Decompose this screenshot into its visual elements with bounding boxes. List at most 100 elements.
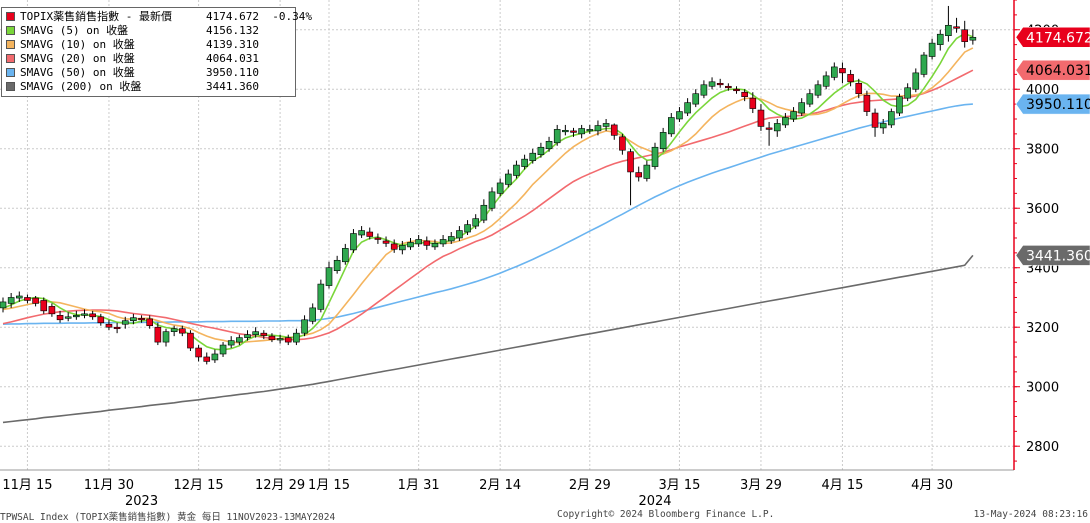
candle [627, 148, 634, 206]
candle-body [684, 102, 691, 114]
candle [928, 38, 936, 60]
candle-body [863, 94, 871, 112]
candle-body [227, 340, 235, 346]
candle-body [692, 93, 700, 105]
candle [961, 20, 969, 48]
candle [594, 120, 602, 136]
candle [806, 89, 814, 108]
candle [904, 83, 911, 102]
x-tick-label: 4月 15 [821, 478, 863, 493]
candle [496, 178, 504, 197]
candle-body [773, 123, 781, 132]
candle-body [619, 136, 626, 151]
legend-series-value: 4139.310 [206, 38, 259, 51]
candle-body [333, 259, 341, 271]
candle [798, 98, 806, 117]
x-tick-label: 11月 15 [2, 478, 52, 493]
candle [56, 310, 64, 323]
candle [138, 315, 145, 323]
candle [121, 316, 129, 329]
candle [716, 78, 724, 88]
candle [260, 330, 268, 340]
candle-body [847, 74, 854, 83]
candle-body [284, 337, 292, 343]
candle [284, 334, 292, 346]
candle [879, 118, 887, 134]
candle [227, 336, 235, 349]
legend-title: TOPIX薬售銷售指數 - 最新價 [20, 10, 172, 23]
candle [839, 62, 846, 84]
candle-body [350, 233, 357, 251]
candle [113, 322, 121, 334]
legend-series-value: 3950.110 [206, 66, 259, 79]
candle-body [48, 306, 56, 315]
candle [692, 89, 700, 108]
candle-body [0, 301, 7, 309]
x-tick-label: 2月 29 [569, 478, 611, 493]
candle [333, 255, 341, 274]
legend-row-sma50: SMAVG (50) on 收盤 3950.110 [6, 66, 294, 80]
candle [366, 227, 374, 240]
candle [896, 93, 903, 117]
candle [912, 68, 920, 93]
candle [390, 239, 398, 253]
candle [659, 127, 667, 152]
candle-body [203, 356, 211, 362]
legend-series-name: SMAVG (20) on 收盤 [20, 52, 135, 65]
candle [521, 154, 528, 170]
candle-body [113, 326, 121, 330]
candle [374, 233, 382, 244]
footer-timestamp: 13-May-2024 08:23:16 [973, 509, 1088, 520]
footer-copyright: Copyright© 2024 Bloomberg Finance L.P. [557, 509, 775, 520]
candle [7, 293, 15, 308]
candle [309, 303, 317, 325]
candle-body [545, 140, 553, 150]
candle-body [399, 245, 406, 251]
legend-swatch [6, 68, 15, 77]
candle-body [138, 317, 145, 321]
candle-body [431, 243, 439, 248]
candle-body [725, 85, 732, 89]
candle-body [244, 334, 251, 338]
candle [268, 333, 276, 343]
right-value-label-text: 4064.031 [1026, 63, 1090, 79]
candle-body [447, 236, 455, 242]
candle [40, 297, 48, 314]
candle-body [81, 313, 88, 316]
candle [81, 309, 88, 319]
legend-swatch [6, 12, 15, 21]
candle [472, 214, 480, 230]
candle-body [464, 224, 471, 233]
candle [64, 312, 72, 322]
candle-body [806, 93, 814, 105]
candle [407, 237, 414, 250]
y-tick-label: 3000 [1026, 381, 1059, 396]
legend-series-value: 3441.360 [206, 80, 259, 93]
candle [187, 330, 194, 352]
candle [676, 107, 683, 122]
candle [863, 90, 871, 117]
candle-body [814, 84, 822, 96]
candle-body [97, 316, 105, 324]
candle [969, 29, 977, 45]
candle [146, 315, 153, 329]
candle-body [374, 237, 382, 240]
candle [179, 325, 186, 337]
candle-body [904, 87, 911, 99]
candle-body [40, 300, 48, 312]
legend-last-value: 4174.672 -0.34% [206, 10, 312, 23]
right-value-label: 3950.110 [1015, 93, 1090, 115]
candle [431, 239, 439, 250]
candle-body [236, 337, 243, 343]
candle-body [871, 112, 879, 128]
legend-swatch [6, 26, 15, 35]
candle-body [969, 36, 977, 41]
candle [325, 261, 333, 289]
candle-body [170, 328, 178, 332]
candle-body [521, 158, 528, 167]
candle [252, 327, 259, 338]
candle [814, 80, 822, 99]
legend-series-name: SMAVG (200) on 收盤 [20, 80, 142, 93]
legend-swatch [6, 82, 15, 91]
